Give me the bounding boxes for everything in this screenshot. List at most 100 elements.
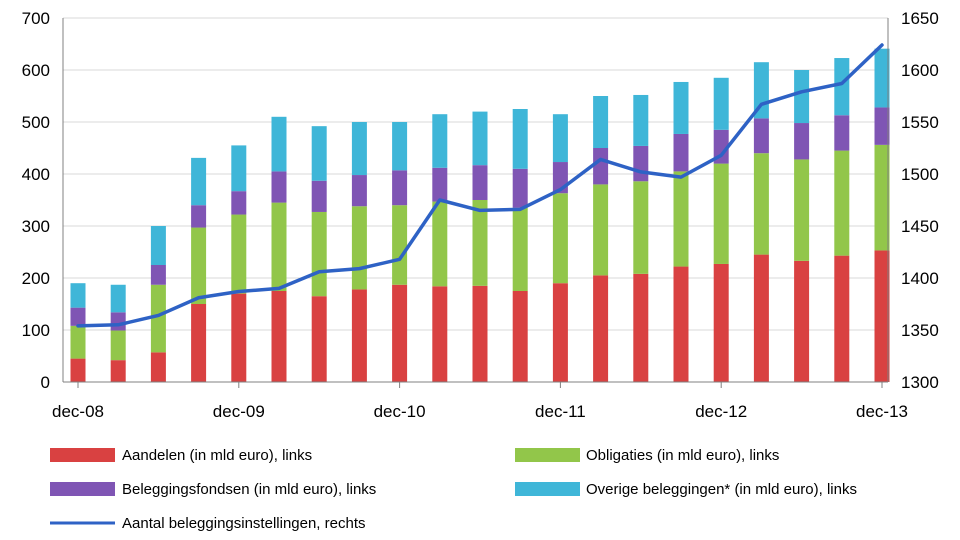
bar-2: [753, 118, 769, 154]
bar-0: [713, 263, 729, 382]
bar-1: [110, 330, 126, 361]
bar-1: [191, 227, 207, 304]
y-right-tick-label: 1650: [901, 9, 939, 28]
y-right-tick-label: 1600: [901, 61, 939, 80]
bar-3: [191, 157, 207, 206]
bar-1: [753, 153, 769, 255]
y-right-tick-label: 1500: [901, 165, 939, 184]
legend-swatch: [515, 448, 580, 462]
x-tick-label: dec-09: [213, 402, 265, 421]
bars: [70, 48, 890, 382]
bar-3: [472, 111, 488, 166]
bar-0: [311, 296, 327, 382]
y-left-tick-label: 500: [22, 113, 50, 132]
y-right-tick-label: 1300: [901, 373, 939, 392]
bar-0: [834, 255, 850, 382]
bar-3: [150, 226, 166, 265]
bar-3: [231, 145, 247, 192]
bar-3: [713, 77, 729, 130]
bar-0: [110, 360, 126, 382]
y-right-tick-label: 1400: [901, 269, 939, 288]
legend-label: Overige beleggingen* (in mld euro), link…: [586, 481, 857, 498]
y-left-tick-label: 100: [22, 321, 50, 340]
bar-2: [351, 175, 367, 207]
bar-0: [874, 250, 890, 382]
bar-1: [231, 214, 247, 294]
bar-3: [834, 58, 850, 116]
legend-swatch: [515, 482, 580, 496]
bar-1: [834, 150, 850, 256]
bar-2: [271, 171, 287, 203]
bar-0: [271, 291, 287, 382]
x-tick-label: dec-10: [374, 402, 426, 421]
y-right-tick-label: 1450: [901, 217, 939, 236]
bar-2: [70, 307, 86, 326]
line-series-path: [76, 43, 884, 328]
bar-1: [512, 207, 528, 291]
bar-2: [834, 115, 850, 151]
x-tick-label: dec-08: [52, 402, 104, 421]
bar-3: [552, 114, 568, 163]
bar-2: [512, 168, 528, 208]
legend-label: Beleggingsfondsen (in mld euro), links: [122, 481, 376, 498]
bar-2: [794, 123, 810, 160]
bar-2: [392, 170, 408, 206]
line-series: [76, 43, 884, 328]
legend: Aandelen (in mld euro), links Obligaties …: [50, 447, 857, 532]
x-tick-label: dec-13: [856, 402, 908, 421]
bar-1: [392, 205, 408, 285]
legend-label: Aantal beleggingsinstellingen, rechts: [122, 515, 366, 532]
legend-swatch: [50, 482, 115, 496]
bar-3: [633, 94, 649, 146]
bar-3: [673, 81, 689, 134]
legend-label: Obligaties (in mld euro), links: [586, 447, 779, 464]
y-left-tick-label: 200: [22, 269, 50, 288]
y-left-tick-label: 600: [22, 61, 50, 80]
bar-0: [512, 291, 528, 382]
bar-3: [593, 96, 609, 148]
bar-2: [713, 129, 729, 164]
bar-2: [110, 312, 126, 331]
bar-0: [231, 293, 247, 382]
bar-1: [351, 206, 367, 290]
bar-3: [874, 48, 890, 108]
bar-2: [874, 107, 890, 145]
y-left-tick-label: 700: [22, 9, 50, 28]
bar-1: [673, 171, 689, 267]
bar-0: [753, 254, 769, 382]
y-left-tick-label: 400: [22, 165, 50, 184]
bar-3: [512, 109, 528, 169]
bar-3: [351, 122, 367, 176]
bar-2: [432, 167, 448, 202]
bar-3: [110, 284, 126, 313]
y-left-tick-label: 300: [22, 217, 50, 236]
bar-0: [593, 275, 609, 382]
legend-swatch: [50, 448, 115, 462]
bar-1: [311, 211, 327, 297]
bar-0: [351, 289, 367, 382]
bar-0: [472, 285, 488, 382]
bar-0: [673, 266, 689, 382]
y-right-tick-label: 1550: [901, 113, 939, 132]
bar-2: [633, 145, 649, 182]
bar-0: [70, 358, 86, 382]
bar-2: [150, 265, 166, 285]
bar-2: [191, 205, 207, 228]
bar-3: [311, 126, 327, 181]
bar-0: [191, 304, 207, 382]
x-tick-label: dec-12: [695, 402, 747, 421]
bar-2: [472, 165, 488, 200]
bar-2: [673, 133, 689, 172]
bar-2: [311, 180, 327, 212]
bar-0: [633, 273, 649, 382]
y-left-tick-label: 0: [41, 373, 50, 392]
bar-1: [593, 184, 609, 276]
bar-0: [552, 283, 568, 382]
axes: 0 100 200 300 400 500 600 700 1300 1350 1400 1450 15…: [22, 9, 939, 421]
bar-1: [552, 193, 568, 284]
bar-3: [271, 116, 287, 172]
bar-1: [874, 144, 890, 251]
bar-1: [150, 284, 166, 353]
